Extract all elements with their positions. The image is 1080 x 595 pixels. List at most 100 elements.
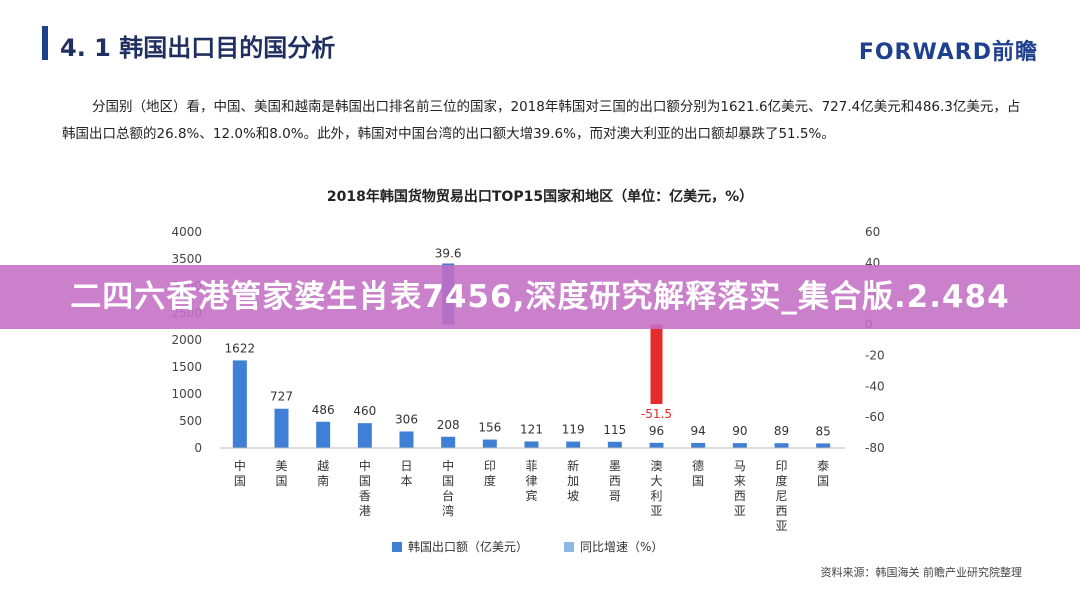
y-right-tick-label: -80	[865, 441, 885, 455]
bar-value-label: 727	[270, 390, 293, 404]
bar-export-8	[566, 441, 581, 448]
bar-export-11	[691, 442, 706, 448]
x-tick-label-char: 度	[484, 473, 496, 488]
y-left-tick-label: 4000	[171, 225, 202, 239]
bar-value-label: 94	[691, 424, 706, 438]
chart-title: 2018年韩国货物贸易出口TOP15国家和地区（单位：亿美元，%）	[326, 189, 754, 205]
x-tick-label-char: 西	[609, 474, 621, 488]
x-tick-label-char: 国	[359, 474, 371, 488]
x-tick-label-char: 马	[734, 459, 746, 473]
brand-logo: FORWARD前瞻	[858, 40, 1038, 65]
bar-export-4	[399, 431, 414, 448]
y-left-tick-label: 1500	[171, 360, 202, 374]
legend-item-export: 韩国出口额（亿美元）	[392, 538, 528, 555]
x-tick-label-char: 亚	[734, 504, 746, 518]
x-tick-label-char: 越	[317, 459, 329, 473]
source-note: 资料来源：韩国海关 前瞻产业研究院整理	[820, 566, 1023, 579]
x-tick-label-char: 中	[234, 458, 246, 473]
bar-growth-10	[650, 324, 663, 405]
title-accent-bar	[42, 26, 48, 60]
legend-swatch-export	[392, 541, 402, 552]
x-tick-label-char: 加	[567, 474, 579, 488]
chart-legend: 韩国出口额（亿美元） 同比增速（%）	[392, 538, 663, 555]
x-tick-label-char: 国	[234, 474, 246, 488]
bar-value-label: 119	[562, 423, 585, 437]
y-left-tick-label: 0	[194, 441, 202, 455]
bar-export-13	[774, 443, 789, 448]
legend-swatch-growth	[564, 541, 575, 552]
x-tick-label-char: 宾	[525, 488, 537, 503]
x-tick-label-char: 湾	[442, 503, 454, 518]
x-tick-label-char: 印	[775, 459, 787, 473]
overlay-banner: 二四六香港管家婆生肖表7456,深度研究解释落实_集合版.2.484	[0, 265, 1080, 329]
bar-export-6	[482, 439, 497, 448]
x-tick-label-char: 国	[275, 474, 287, 488]
x-tick-label-char: 来	[734, 474, 746, 488]
bar-export-12	[732, 443, 747, 448]
x-tick-label-char: 台	[442, 488, 454, 503]
bar-export-1	[274, 408, 289, 448]
x-tick-label-char: 德	[692, 458, 704, 473]
summary-paragraph: 分国别（地区）看，中国、美国和越南是韩国出口排名前三位的国家，2018年韩国对三…	[62, 99, 1021, 142]
x-tick-label-char: 西	[734, 489, 746, 503]
growth-value-label: -51.5	[641, 407, 672, 421]
x-tick-label-char: 哥	[609, 489, 621, 503]
bar-value-label: 156	[478, 421, 501, 435]
bar-export-2	[316, 421, 331, 448]
bar-value-label: 121	[520, 422, 543, 436]
bar-value-label: 208	[437, 418, 460, 432]
x-tick-label-char: 日	[400, 459, 412, 473]
x-tick-label-char: 律	[525, 474, 537, 488]
y-left-tick-label: 2000	[171, 333, 202, 347]
bar-value-label: 96	[649, 424, 664, 438]
bar-value-label: 486	[312, 403, 335, 417]
y-left-tick-label: 1000	[171, 387, 202, 401]
x-tick-label-char: 本	[400, 474, 412, 488]
bar-export-14	[816, 443, 831, 448]
x-tick-label-char: 香	[359, 489, 371, 503]
y-left-tick-label: 500	[179, 414, 202, 428]
legend-label-growth: 同比增速（%）	[580, 540, 664, 554]
bar-export-10	[649, 442, 664, 448]
bar-value-label: 90	[732, 424, 747, 438]
x-tick-label-char: 国	[817, 474, 829, 488]
bar-value-label: 306	[395, 412, 418, 426]
x-tick-label-char: 南	[317, 473, 329, 488]
slide-title: 4. 1 韩国出口目的国分析	[60, 34, 336, 62]
x-tick-label-char: 港	[359, 504, 371, 518]
bar-export-3	[357, 423, 372, 448]
x-tick-label-char: 泰	[817, 459, 829, 473]
x-tick-label-char: 澳	[650, 459, 662, 473]
x-tick-label-char: 墨	[609, 459, 621, 473]
growth-value-label: 39.6	[435, 246, 462, 260]
bar-export-9	[607, 441, 622, 448]
bar-export-5	[441, 436, 456, 448]
x-tick-label-char: 尼	[775, 489, 787, 503]
bar-value-label: 115	[603, 423, 626, 437]
x-tick-label-char: 利	[650, 489, 662, 503]
x-tick-label-char: 中	[359, 458, 371, 473]
bar-export-0	[232, 360, 247, 448]
y-left-tick-label: 3500	[171, 252, 202, 266]
x-tick-label-char: 度	[775, 473, 787, 488]
bar-value-label: 1622	[225, 341, 256, 355]
legend-label-export: 韩国出口额（亿美元）	[408, 540, 529, 554]
x-tick-label-char: 大	[650, 474, 662, 488]
x-tick-label-char: 印	[484, 459, 496, 473]
x-tick-label-char: 中	[442, 458, 454, 473]
x-tick-label-char: 美	[275, 459, 287, 473]
bar-value-label: 460	[353, 404, 376, 418]
x-tick-label-char: 菲	[525, 459, 537, 473]
x-tick-label-char: 国	[442, 474, 454, 488]
y-right-tick-label: -40	[865, 379, 885, 393]
banner-text: 二四六香港管家婆生肖表7456,深度研究解释落实_集合版.2.484	[70, 279, 1010, 315]
y-right-tick-label: -60	[865, 410, 885, 424]
x-tick-label-char: 西	[775, 504, 787, 518]
bar-export-7	[524, 441, 539, 448]
bar-value-label: 89	[774, 424, 789, 438]
y-right-tick-label: -20	[865, 348, 885, 362]
legend-item-growth: 同比增速（%）	[564, 538, 663, 555]
x-tick-label-char: 亚	[775, 519, 787, 533]
x-tick-label-char: 亚	[650, 504, 662, 518]
